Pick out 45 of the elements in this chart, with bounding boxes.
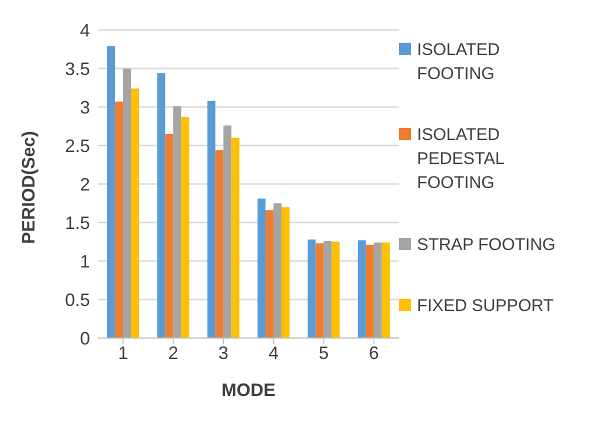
bar	[374, 242, 382, 338]
legend-label: STRAP FOOTING	[417, 234, 556, 256]
x-tick-label: 2	[168, 342, 178, 363]
x-axis-title: MODE	[222, 380, 276, 400]
legend-label: ISOLATED FOOTING	[417, 39, 501, 85]
x-tick-label: 4	[268, 342, 279, 363]
y-tick-label: 0.5	[64, 290, 90, 310]
bar	[215, 150, 224, 338]
bar	[358, 240, 366, 338]
bar	[123, 68, 132, 338]
bar	[308, 239, 316, 338]
x-tick-label: 5	[318, 342, 329, 363]
bar	[366, 244, 374, 338]
y-tick-label: 3.5	[64, 58, 90, 79]
bar	[223, 125, 232, 338]
bar	[231, 138, 240, 338]
x-tick-label: 3	[218, 342, 228, 363]
y-tick-label: 2	[80, 174, 90, 194]
bar	[382, 242, 390, 338]
legend-label: FIXED SUPPORT	[417, 294, 554, 317]
bar	[173, 106, 182, 338]
bar	[316, 243, 324, 338]
x-tick-label: 6	[368, 342, 379, 363]
y-tick-label: 0	[80, 328, 90, 348]
bar	[282, 207, 290, 338]
bar	[157, 73, 166, 338]
y-tick-label: 3	[80, 97, 90, 118]
legend-label: ISOLATED PEDESTAL FOOTING	[417, 124, 505, 194]
y-tick-label: 2.5	[64, 136, 90, 156]
bar	[324, 240, 332, 338]
bar	[165, 134, 174, 338]
x-tick-label: 1	[118, 342, 128, 363]
bar	[107, 46, 116, 338]
y-axis-title: PERIOD(Sec)	[18, 130, 38, 244]
y-tick-label: 1.5	[64, 212, 90, 233]
y-tick-label: 1	[80, 251, 90, 272]
bar	[131, 88, 140, 338]
bar	[266, 210, 274, 338]
bar	[258, 198, 266, 338]
y-tick-label: 4	[80, 20, 90, 40]
bar	[181, 117, 190, 338]
bar	[207, 100, 216, 338]
bar	[332, 242, 340, 338]
bar	[274, 203, 282, 338]
bar	[115, 102, 124, 338]
